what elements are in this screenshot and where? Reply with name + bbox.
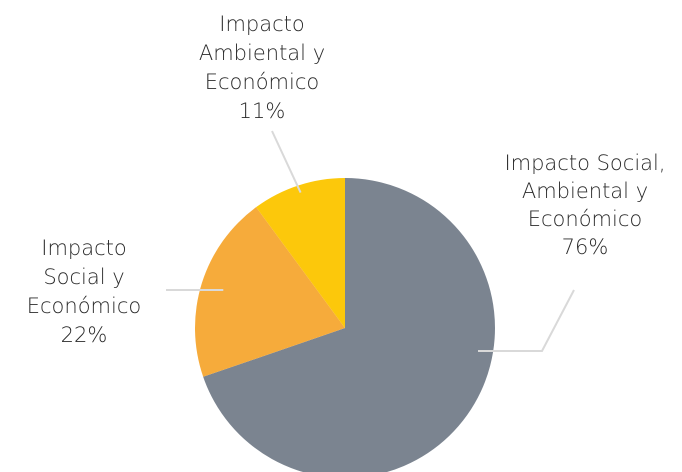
slice-label-social-economico: Impacto Social y Económico 22% xyxy=(27,236,142,347)
leader-line-2 xyxy=(271,130,302,194)
slice-value-label: 11% xyxy=(239,99,286,123)
slice-label-line: Impacto xyxy=(41,236,126,260)
slice-label-line: Ambiental y xyxy=(199,41,325,65)
pie-slice-1 xyxy=(194,207,345,377)
pie-slice-0 xyxy=(203,178,495,472)
slice-label-line: Económico xyxy=(528,207,643,231)
slice-label-line: Económico xyxy=(205,70,320,94)
slice-label-line: Impacto Social, xyxy=(504,151,665,175)
slice-value-label: 22% xyxy=(61,323,108,347)
pie-slice-2 xyxy=(256,178,345,328)
pie-slices xyxy=(194,178,495,472)
slice-label-line: Económico xyxy=(27,294,142,318)
slice-label-line: Impacto xyxy=(219,12,304,36)
slice-label-social-ambiental-economico: Impacto Social, Ambiental y Económico 76… xyxy=(504,151,665,259)
leader-lines xyxy=(166,130,575,352)
slice-label-line: Social y xyxy=(43,265,124,289)
leader-line-0 xyxy=(478,289,575,352)
slice-value-label: 76% xyxy=(562,235,609,259)
slice-label-ambiental-economico: Impacto Ambiental y Económico 11% xyxy=(199,12,325,123)
slice-label-line: Ambiental y xyxy=(522,179,648,203)
